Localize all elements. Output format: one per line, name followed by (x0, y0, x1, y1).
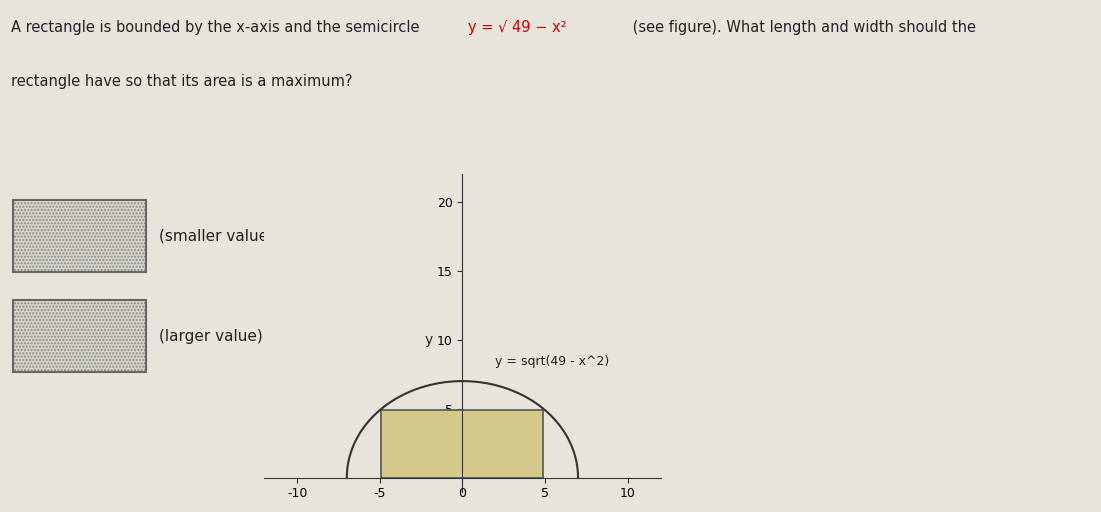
Text: y: y (425, 333, 433, 347)
FancyBboxPatch shape (12, 201, 146, 272)
FancyBboxPatch shape (12, 301, 146, 372)
Text: (see figure). What length and width should the: (see figure). What length and width shou… (628, 20, 975, 35)
Text: rectangle have so that its area is a maximum?: rectangle have so that its area is a max… (11, 74, 352, 89)
Bar (382, 410, 544, 478)
Text: y = sqrt(49 - x^2): y = sqrt(49 - x^2) (495, 354, 610, 368)
Text: (larger value): (larger value) (159, 329, 263, 344)
Text: (smaller value): (smaller value) (159, 229, 274, 244)
Text: y = √ 49 − x²: y = √ 49 − x² (468, 20, 567, 35)
Text: A rectangle is bounded by the x-axis and the semicircle: A rectangle is bounded by the x-axis and… (11, 20, 424, 35)
